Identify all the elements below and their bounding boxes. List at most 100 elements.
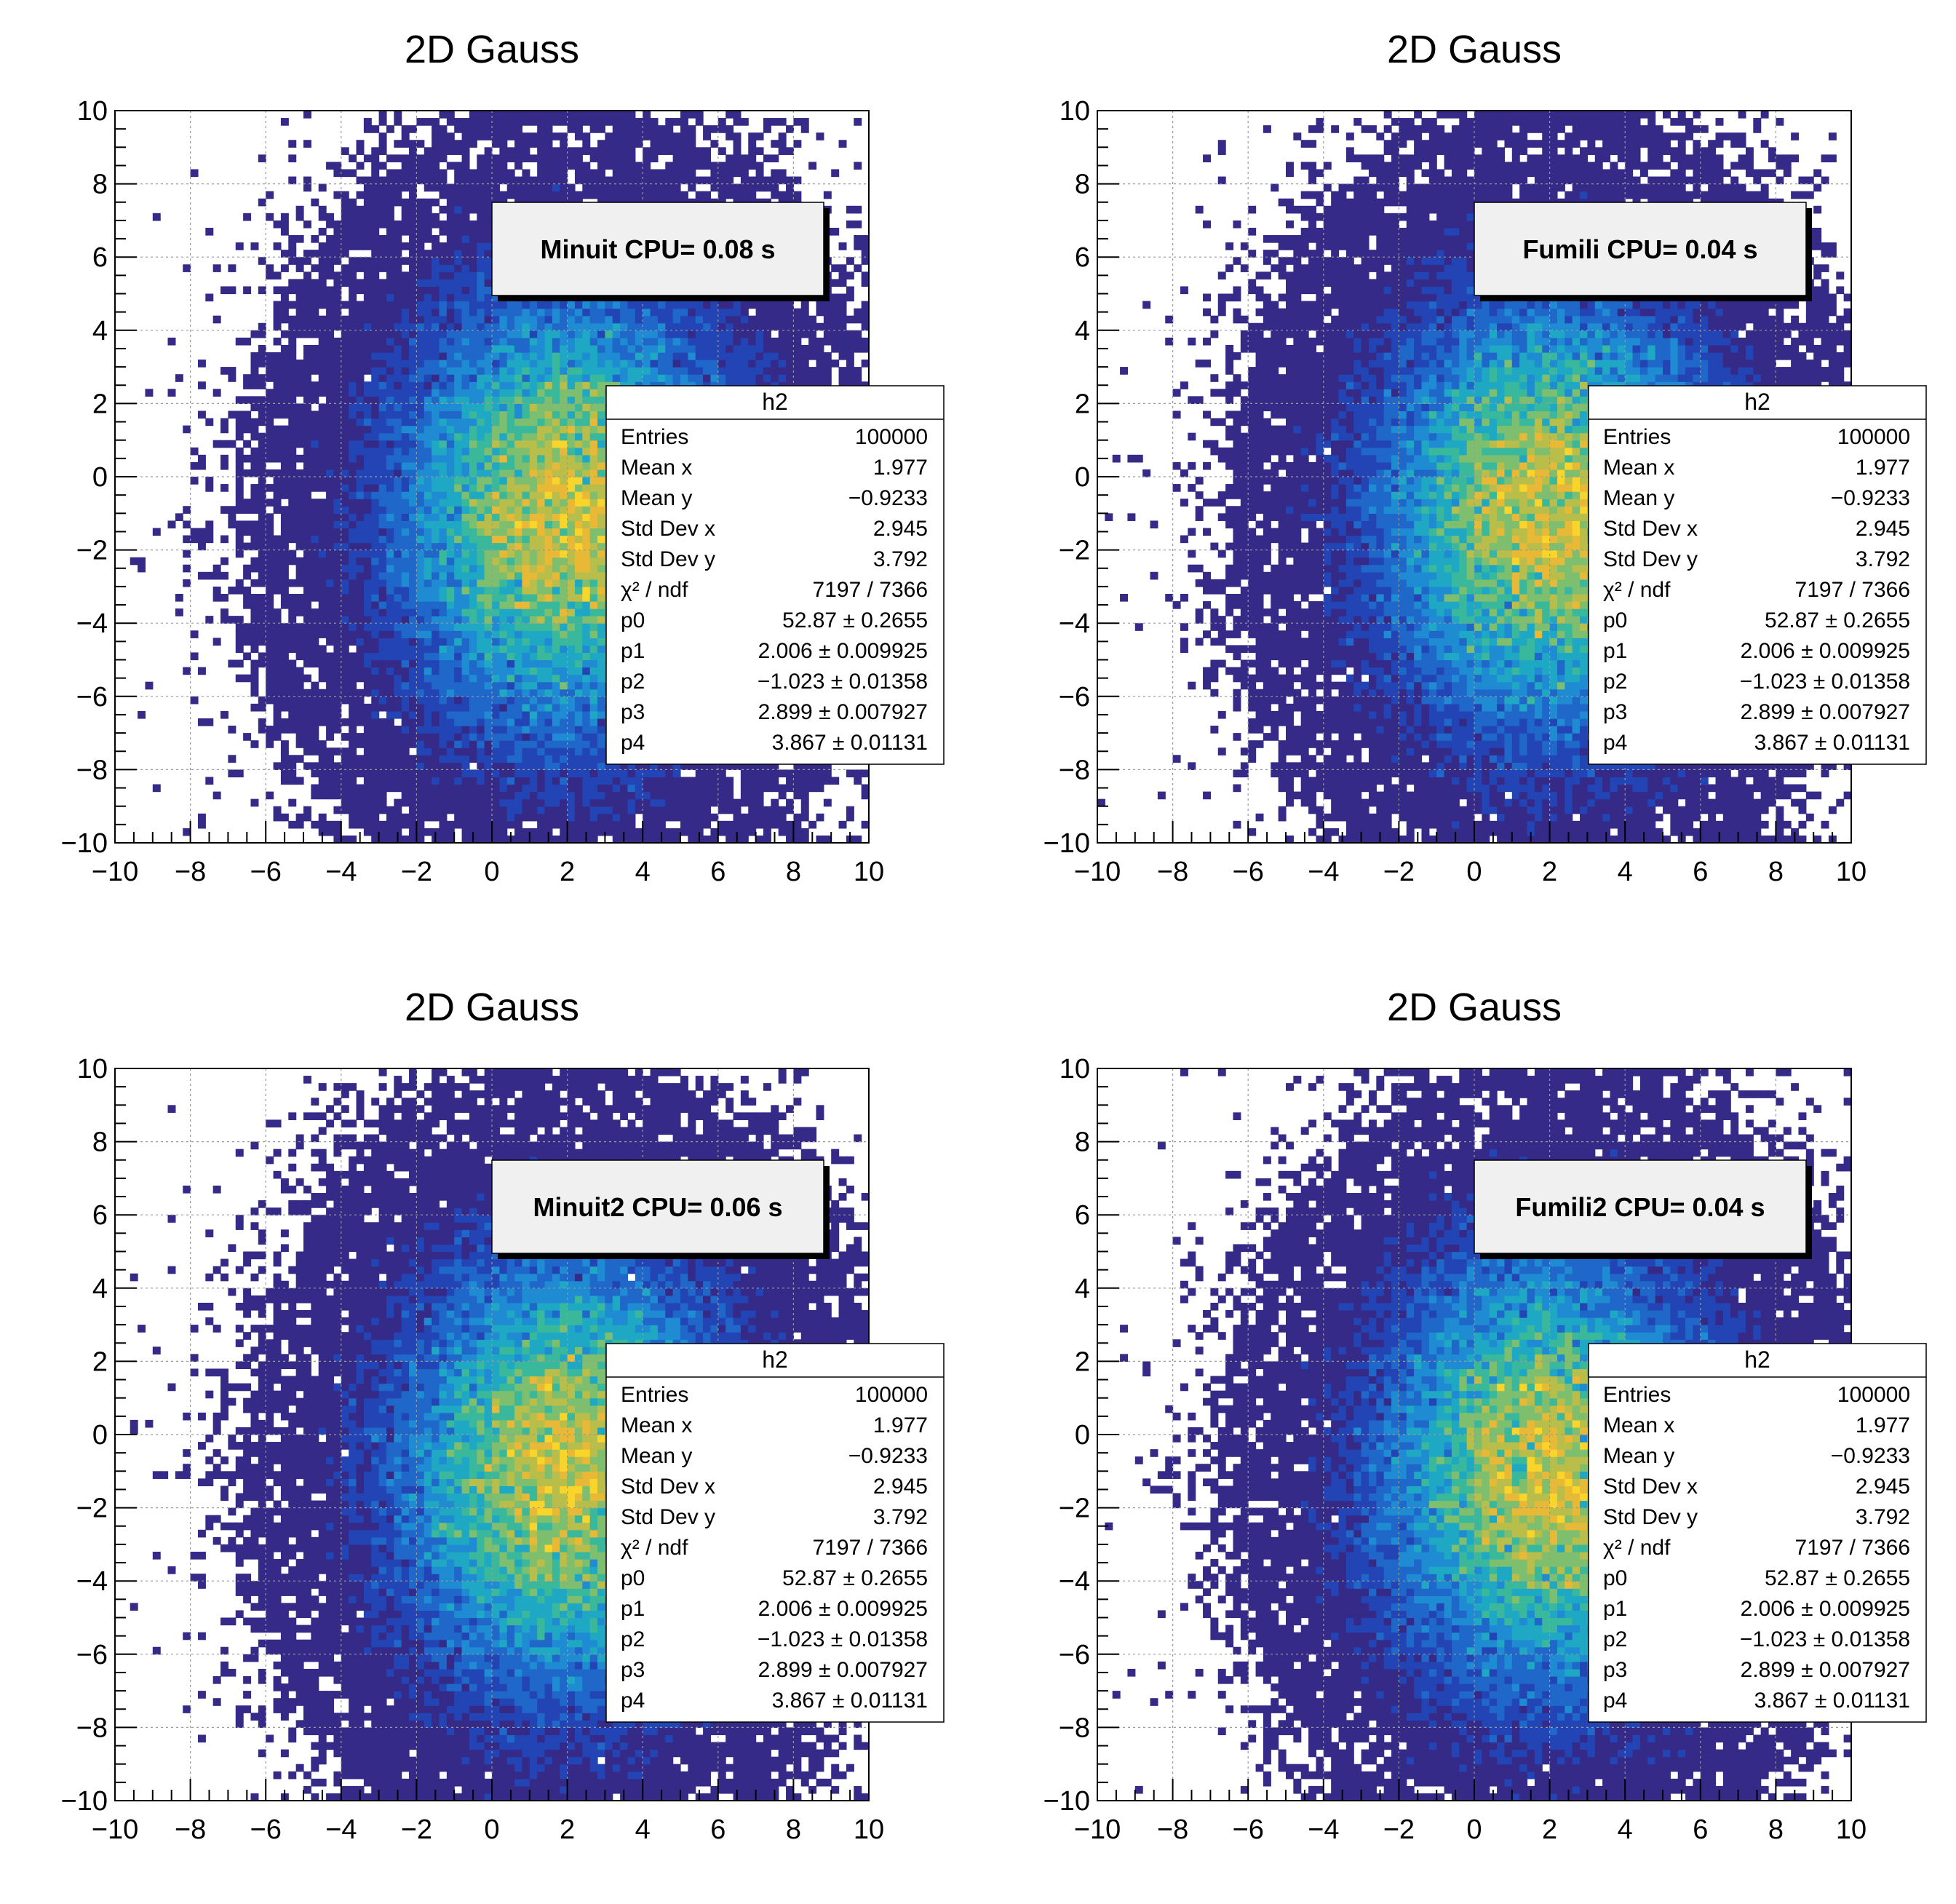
heatmap-cell — [432, 711, 440, 719]
heatmap-cell — [651, 309, 659, 317]
heatmap-cell — [424, 235, 432, 243]
heatmap-cell — [477, 762, 485, 770]
heatmap-cell — [386, 360, 394, 368]
heatmap-cell — [386, 367, 394, 375]
heatmap-cell — [394, 528, 402, 536]
heatmap-cell — [575, 594, 583, 602]
heatmap-cell — [349, 623, 357, 631]
heatmap-cell — [288, 616, 296, 624]
heatmap-cell — [560, 360, 568, 368]
heatmap-cell — [627, 301, 635, 309]
heatmap-cell — [394, 228, 402, 236]
heatmap-cell — [364, 177, 372, 185]
heatmap-cell — [462, 132, 470, 140]
heatmap-cell — [537, 558, 545, 566]
heatmap-cell — [303, 410, 311, 419]
heatmap-cell — [469, 520, 477, 528]
heatmap-cell — [597, 528, 605, 536]
heatmap-cell — [416, 462, 424, 470]
heatmap-cell — [447, 433, 455, 441]
heatmap-cell — [416, 338, 424, 346]
heatmap-cell — [326, 747, 334, 755]
heatmap-cell — [236, 469, 244, 477]
heatmap-cell — [477, 579, 485, 587]
heatmap-cell — [326, 792, 334, 800]
heatmap-cell — [296, 440, 304, 448]
heatmap-cell — [402, 769, 410, 777]
heatmap-cell — [274, 558, 282, 566]
heatmap-cell — [537, 309, 545, 317]
heatmap-cell — [205, 777, 213, 785]
heatmap-cell — [424, 257, 432, 265]
heatmap-cell — [319, 228, 327, 236]
heatmap-cell — [379, 111, 387, 119]
heatmap-cell — [326, 389, 334, 397]
heatmap-cell — [568, 367, 576, 375]
heatmap-cell — [499, 455, 507, 463]
heatmap-cell — [507, 740, 515, 748]
heatmap-cell — [416, 682, 424, 690]
heatmap-cell — [258, 638, 266, 646]
heatmap-cell — [416, 755, 424, 763]
heatmap-cell — [613, 828, 621, 836]
heatmap-cell — [635, 323, 643, 331]
heatmap-cell — [462, 235, 470, 243]
heatmap-cell — [575, 528, 583, 536]
heatmap-cell — [409, 396, 417, 404]
heatmap-cell — [266, 638, 274, 646]
heatmap-cell — [341, 484, 349, 492]
heatmap-cell — [326, 316, 334, 324]
heatmap-cell — [439, 623, 447, 631]
heatmap-cell — [620, 799, 628, 807]
heatmap-cell — [191, 630, 199, 638]
heatmap-cell — [545, 718, 553, 726]
heatmap-cell — [394, 550, 402, 558]
heatmap-cell — [258, 652, 266, 660]
heatmap-cell — [477, 814, 485, 822]
heatmap-cell — [469, 594, 477, 602]
heatmap-cell — [432, 601, 440, 609]
heatmap-cell — [364, 352, 372, 360]
heatmap-cell — [250, 381, 258, 389]
heatmap-cell — [439, 323, 447, 331]
heatmap-cell — [326, 506, 334, 514]
heatmap-cell — [447, 374, 455, 382]
heatmap-cell — [552, 769, 560, 777]
heatmap-cell — [499, 410, 507, 419]
heatmap-cell — [394, 572, 402, 580]
heatmap-cell — [386, 513, 394, 521]
heatmap-cell — [477, 389, 485, 397]
heatmap-cell — [416, 140, 424, 148]
heatmap-cell — [266, 419, 274, 427]
heatmap-cell — [537, 747, 545, 755]
heatmap-cell — [477, 294, 485, 302]
heatmap-cell — [485, 645, 493, 653]
heatmap-cell — [635, 352, 643, 360]
heatmap-cell — [439, 396, 447, 404]
heatmap-cell — [386, 718, 394, 726]
heatmap-cell — [364, 785, 372, 793]
heatmap-cell — [220, 484, 228, 492]
heatmap-cell — [326, 403, 334, 411]
heatmap-cell — [575, 733, 583, 741]
heatmap-cell — [560, 419, 568, 427]
heatmap-cell — [371, 704, 379, 712]
heatmap-cell — [590, 814, 598, 822]
heatmap-cell — [402, 396, 410, 404]
heatmap-cell — [349, 286, 357, 294]
heatmap-cell — [439, 543, 447, 551]
heatmap-cell — [364, 257, 372, 265]
heatmap-cell — [439, 762, 447, 770]
heatmap-cell — [485, 403, 493, 411]
heatmap-cell — [477, 543, 485, 551]
heatmap-cell — [333, 513, 341, 521]
heatmap-cell — [635, 828, 643, 836]
heatmap-cell — [499, 806, 507, 814]
heatmap-cell — [326, 426, 334, 434]
heatmap-cell — [379, 345, 387, 353]
heatmap-cell — [590, 338, 598, 346]
heatmap-cell — [507, 587, 515, 595]
heatmap-cell — [402, 697, 410, 705]
heatmap-cell — [409, 601, 417, 609]
heatmap-cell — [462, 697, 470, 705]
